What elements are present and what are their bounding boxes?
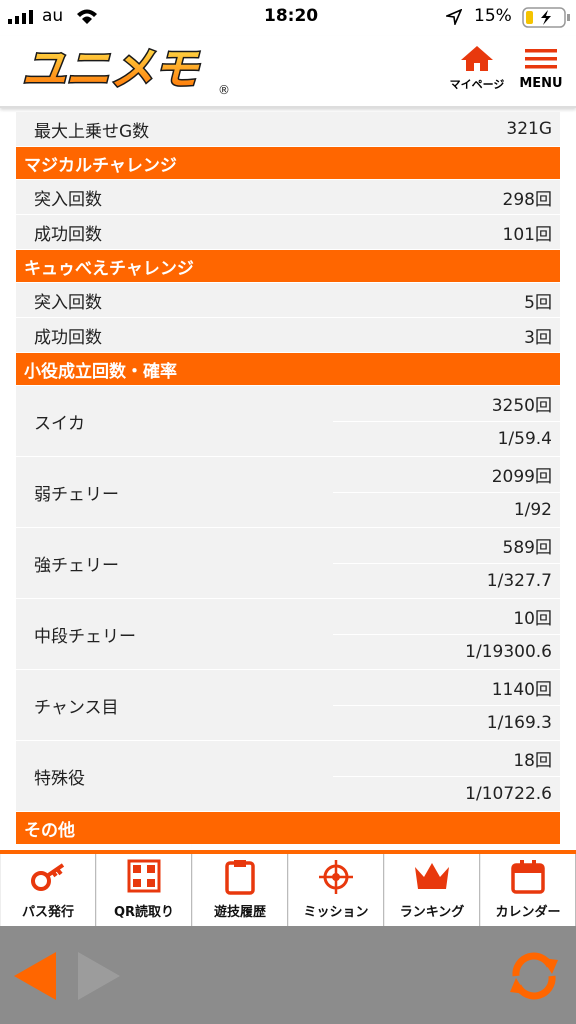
app-header: ユニメモ ® マイページ MENU — [0, 36, 576, 108]
stat-value: 321G — [506, 119, 552, 139]
nav-label: QR読取り — [113, 905, 175, 920]
logo-text: ユニメモ — [22, 44, 200, 95]
section-header: キュゥべえチャレンジ — [16, 250, 560, 283]
stat-pair-row: 強チェリー 589回 1/327.7 — [16, 528, 560, 599]
stat-value: 3回 — [524, 327, 552, 348]
stat-label: 強チェリー — [34, 555, 119, 576]
stat-pair-row: スイカ 3250回 1/59.4 — [16, 386, 560, 457]
forward-button[interactable] — [74, 950, 124, 1002]
stat-label: スイカ — [34, 413, 85, 434]
stat-value: 101回 — [502, 224, 552, 245]
stat-row: 成功回数 101回 — [16, 215, 560, 250]
nav-item[interactable]: カレンダー — [480, 854, 576, 926]
stat-values: 2099回 1/92 — [333, 457, 560, 527]
stat-value: 298回 — [502, 189, 552, 210]
stat-probability: 1/59.4 — [497, 428, 552, 449]
browser-toolbar — [0, 926, 576, 1024]
battery-icon — [522, 7, 570, 28]
stat-count: 3250回 — [333, 386, 560, 422]
stat-probability: 1/10722.6 — [465, 783, 552, 804]
stat-values: 3250回 1/59.4 — [333, 386, 560, 456]
nav-icon — [225, 860, 255, 895]
stat-probability: 1/327.7 — [486, 570, 552, 591]
section-header: 小役成立回数・確率 — [16, 353, 560, 386]
stat-label: 成功回数 — [34, 224, 102, 245]
stat-probability: 1/169.3 — [486, 712, 552, 733]
nav-label: ミッション — [303, 905, 369, 920]
stat-count: 18回 — [333, 741, 560, 777]
mypage-label: マイページ — [449, 78, 505, 91]
home-icon — [461, 46, 493, 71]
stat-probability: 1/92 — [513, 499, 552, 520]
menu-icon — [525, 49, 557, 69]
stat-row: 突入回数 298回 — [16, 180, 560, 215]
menu-button[interactable]: MENU — [514, 44, 568, 91]
location-icon — [446, 9, 462, 25]
clock: 18:20 — [264, 6, 319, 26]
nav-item[interactable]: QR読取り — [96, 854, 192, 926]
reload-button[interactable] — [506, 948, 562, 1004]
stat-probability: 1/19300.6 — [465, 641, 552, 662]
nav-icon — [319, 860, 353, 894]
stat-label: 突入回数 — [34, 292, 102, 313]
stat-value: 5回 — [524, 292, 552, 313]
stat-count: 1140回 — [333, 670, 560, 706]
stat-pair-row: 中段チェリー 10回 1/19300.6 — [16, 599, 560, 670]
bottom-nav: パス発行 QR読取り 遊技履歴 ミッション ランキング カレンダー — [0, 850, 576, 926]
stat-row: 突入回数 5回 — [16, 283, 560, 318]
nav-icon — [31, 863, 65, 891]
back-button[interactable] — [12, 950, 62, 1002]
nav-label: 遊技履歴 — [213, 905, 266, 920]
stat-label: 弱チェリー — [34, 484, 119, 505]
stat-label: チャンス目 — [34, 697, 119, 718]
status-bar: au 18:20 15% — [0, 0, 576, 36]
stat-values: 10回 1/19300.6 — [333, 599, 560, 669]
nav-item[interactable]: ランキング — [384, 854, 480, 926]
stat-count: 2099回 — [333, 457, 560, 493]
section-header: マジカルチャレンジ — [16, 147, 560, 180]
stat-values: 1140回 1/169.3 — [333, 670, 560, 740]
nav-item[interactable]: 遊技履歴 — [192, 854, 288, 926]
nav-label: パス発行 — [21, 905, 74, 920]
stat-label: 成功回数 — [34, 327, 102, 348]
stat-pair-row: 弱チェリー 2099回 1/92 — [16, 457, 560, 528]
nav-icon — [511, 860, 545, 894]
stat-values: 589回 1/327.7 — [333, 528, 560, 598]
logo[interactable]: ユニメモ ® — [18, 40, 238, 100]
battery-percent: 15% — [474, 6, 512, 26]
stat-count: 10回 — [333, 599, 560, 635]
mypage-button[interactable]: マイページ — [448, 44, 506, 92]
nav-icon — [127, 859, 161, 893]
menu-label: MENU — [519, 76, 563, 91]
nav-icon — [415, 863, 449, 889]
stat-label: 突入回数 — [34, 189, 102, 210]
logo-mark: ® — [218, 83, 230, 97]
nav-item[interactable]: ミッション — [288, 854, 384, 926]
nav-label: カレンダー — [495, 905, 561, 920]
nav-label: ランキング — [399, 905, 465, 920]
stat-label: 最大上乗せG数 — [34, 121, 150, 142]
stat-row: 成功回数 3回 — [16, 318, 560, 353]
stat-values: 18回 1/10722.6 — [333, 741, 560, 811]
stat-pair-row: チャンス目 1140回 1/169.3 — [16, 670, 560, 741]
wifi-icon — [77, 9, 97, 24]
signal-icon — [8, 10, 33, 24]
carrier: au — [42, 6, 64, 26]
nav-item[interactable]: パス発行 — [0, 854, 96, 926]
stat-pair-row: 特殊役 18回 1/10722.6 — [16, 741, 560, 812]
stat-label: 中段チェリー — [34, 626, 136, 647]
stat-count: 589回 — [333, 528, 560, 564]
section-header: その他 — [16, 812, 560, 845]
stat-row: 最大上乗せG数 321G — [16, 112, 560, 147]
stats-table: 最大上乗せG数 321G マジカルチャレンジ突入回数 298回成功回数 101回キュゥべ… — [16, 112, 560, 845]
stat-label: 特殊役 — [34, 768, 85, 789]
